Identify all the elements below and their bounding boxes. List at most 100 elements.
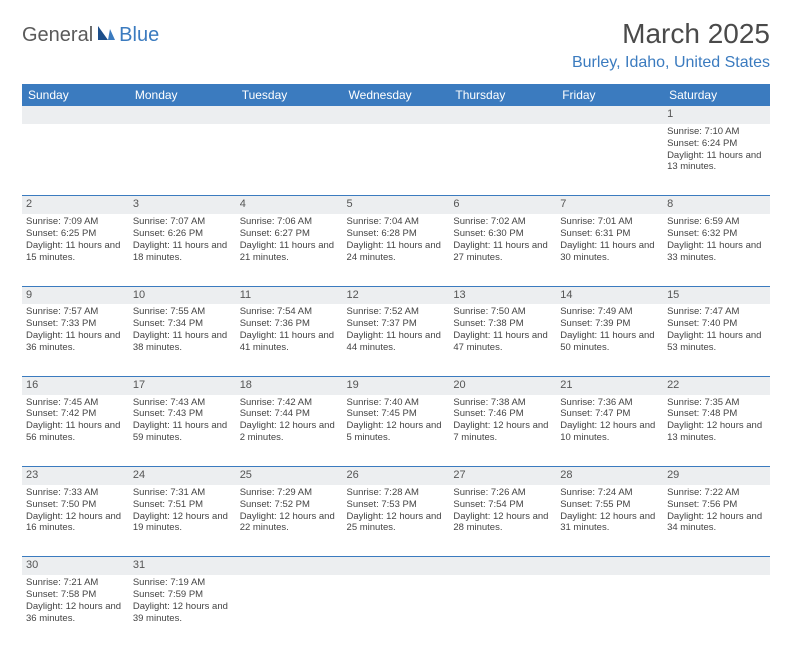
- day-number-cell: 25: [236, 467, 343, 485]
- day-detail-cell: Sunrise: 7:52 AMSunset: 7:37 PMDaylight:…: [343, 304, 450, 376]
- day-number-cell: 18: [236, 376, 343, 394]
- day-number-cell: 9: [22, 286, 129, 304]
- day-detail-cell: Sunrise: 7:28 AMSunset: 7:53 PMDaylight:…: [343, 485, 450, 557]
- logo-text-general: General: [22, 24, 93, 47]
- day-number-cell: [556, 557, 663, 575]
- logo: General Blue: [22, 24, 159, 47]
- day-number-cell: 23: [22, 467, 129, 485]
- day-number-cell: 4: [236, 196, 343, 214]
- day-detail-cell: [449, 575, 556, 647]
- day-detail-cell: [236, 575, 343, 647]
- day-number-cell: 22: [663, 376, 770, 394]
- day-number-cell: 13: [449, 286, 556, 304]
- day-number-cell: 27: [449, 467, 556, 485]
- day-detail-cell: Sunrise: 7:04 AMSunset: 6:28 PMDaylight:…: [343, 214, 450, 286]
- day-number-cell: 31: [129, 557, 236, 575]
- weekday-header: Tuesday: [236, 84, 343, 106]
- weekday-header-row: SundayMondayTuesdayWednesdayThursdayFrid…: [22, 84, 770, 106]
- day-detail-cell: Sunrise: 7:40 AMSunset: 7:45 PMDaylight:…: [343, 395, 450, 467]
- day-detail-cell: Sunrise: 7:09 AMSunset: 6:25 PMDaylight:…: [22, 214, 129, 286]
- day-detail-cell: Sunrise: 7:24 AMSunset: 7:55 PMDaylight:…: [556, 485, 663, 557]
- day-detail-row: Sunrise: 7:10 AMSunset: 6:24 PMDaylight:…: [22, 124, 770, 196]
- header: General Blue March 2025 Burley, Idaho, U…: [22, 18, 770, 72]
- day-number-row: 1: [22, 106, 770, 124]
- day-detail-cell: Sunrise: 7:50 AMSunset: 7:38 PMDaylight:…: [449, 304, 556, 376]
- day-number-cell: 7: [556, 196, 663, 214]
- day-detail-cell: Sunrise: 7:45 AMSunset: 7:42 PMDaylight:…: [22, 395, 129, 467]
- month-title: March 2025: [572, 18, 770, 50]
- day-number-cell: [236, 557, 343, 575]
- day-number-cell: 3: [129, 196, 236, 214]
- location: Burley, Idaho, United States: [572, 54, 770, 72]
- day-detail-cell: Sunrise: 7:22 AMSunset: 7:56 PMDaylight:…: [663, 485, 770, 557]
- day-number-row: 2345678: [22, 196, 770, 214]
- calendar-body: 1 Sunrise: 7:10 AMSunset: 6:24 PMDayligh…: [22, 106, 770, 647]
- day-number-cell: [236, 106, 343, 124]
- calendar-table: SundayMondayTuesdayWednesdayThursdayFrid…: [22, 84, 770, 647]
- day-detail-cell: [663, 575, 770, 647]
- day-detail-row: Sunrise: 7:57 AMSunset: 7:33 PMDaylight:…: [22, 304, 770, 376]
- day-detail-cell: [129, 124, 236, 196]
- day-detail-cell: Sunrise: 7:49 AMSunset: 7:39 PMDaylight:…: [556, 304, 663, 376]
- day-number-row: 23242526272829: [22, 467, 770, 485]
- day-number-cell: [22, 106, 129, 124]
- day-number-cell: 16: [22, 376, 129, 394]
- day-number-cell: 10: [129, 286, 236, 304]
- day-detail-cell: Sunrise: 7:19 AMSunset: 7:59 PMDaylight:…: [129, 575, 236, 647]
- day-number-cell: [343, 106, 450, 124]
- day-detail-cell: Sunrise: 7:07 AMSunset: 6:26 PMDaylight:…: [129, 214, 236, 286]
- day-detail-cell: Sunrise: 7:47 AMSunset: 7:40 PMDaylight:…: [663, 304, 770, 376]
- day-number-cell: 19: [343, 376, 450, 394]
- day-number-row: 3031: [22, 557, 770, 575]
- title-block: March 2025 Burley, Idaho, United States: [572, 18, 770, 72]
- day-number-cell: [556, 106, 663, 124]
- day-detail-cell: Sunrise: 7:26 AMSunset: 7:54 PMDaylight:…: [449, 485, 556, 557]
- weekday-header: Saturday: [663, 84, 770, 106]
- sail-icon: [96, 24, 116, 47]
- weekday-header: Sunday: [22, 84, 129, 106]
- day-detail-cell: [22, 124, 129, 196]
- day-number-cell: 1: [663, 106, 770, 124]
- day-detail-cell: [556, 124, 663, 196]
- day-number-cell: 8: [663, 196, 770, 214]
- day-detail-cell: Sunrise: 7:38 AMSunset: 7:46 PMDaylight:…: [449, 395, 556, 467]
- logo-text-blue: Blue: [119, 24, 159, 47]
- day-detail-cell: Sunrise: 7:36 AMSunset: 7:47 PMDaylight:…: [556, 395, 663, 467]
- day-detail-cell: Sunrise: 7:55 AMSunset: 7:34 PMDaylight:…: [129, 304, 236, 376]
- day-detail-cell: Sunrise: 7:06 AMSunset: 6:27 PMDaylight:…: [236, 214, 343, 286]
- day-detail-cell: Sunrise: 7:02 AMSunset: 6:30 PMDaylight:…: [449, 214, 556, 286]
- day-number-row: 16171819202122: [22, 376, 770, 394]
- day-detail-cell: [236, 124, 343, 196]
- day-detail-cell: [449, 124, 556, 196]
- day-detail-cell: [343, 575, 450, 647]
- weekday-header: Monday: [129, 84, 236, 106]
- day-number-cell: 20: [449, 376, 556, 394]
- day-detail-cell: Sunrise: 6:59 AMSunset: 6:32 PMDaylight:…: [663, 214, 770, 286]
- weekday-header: Friday: [556, 84, 663, 106]
- weekday-header: Thursday: [449, 84, 556, 106]
- day-number-cell: 29: [663, 467, 770, 485]
- day-number-cell: 6: [449, 196, 556, 214]
- day-detail-cell: Sunrise: 7:29 AMSunset: 7:52 PMDaylight:…: [236, 485, 343, 557]
- day-number-cell: 11: [236, 286, 343, 304]
- day-detail-cell: Sunrise: 7:57 AMSunset: 7:33 PMDaylight:…: [22, 304, 129, 376]
- day-detail-cell: Sunrise: 7:43 AMSunset: 7:43 PMDaylight:…: [129, 395, 236, 467]
- day-number-cell: [663, 557, 770, 575]
- day-detail-cell: Sunrise: 7:31 AMSunset: 7:51 PMDaylight:…: [129, 485, 236, 557]
- day-detail-cell: [343, 124, 450, 196]
- day-number-row: 9101112131415: [22, 286, 770, 304]
- day-detail-row: Sunrise: 7:21 AMSunset: 7:58 PMDaylight:…: [22, 575, 770, 647]
- day-detail-cell: [556, 575, 663, 647]
- day-number-cell: 28: [556, 467, 663, 485]
- day-number-cell: 14: [556, 286, 663, 304]
- day-number-cell: [343, 557, 450, 575]
- day-number-cell: [449, 106, 556, 124]
- day-detail-row: Sunrise: 7:33 AMSunset: 7:50 PMDaylight:…: [22, 485, 770, 557]
- day-detail-cell: Sunrise: 7:35 AMSunset: 7:48 PMDaylight:…: [663, 395, 770, 467]
- day-detail-row: Sunrise: 7:45 AMSunset: 7:42 PMDaylight:…: [22, 395, 770, 467]
- day-detail-cell: Sunrise: 7:33 AMSunset: 7:50 PMDaylight:…: [22, 485, 129, 557]
- day-number-cell: 5: [343, 196, 450, 214]
- day-detail-cell: Sunrise: 7:01 AMSunset: 6:31 PMDaylight:…: [556, 214, 663, 286]
- day-detail-row: Sunrise: 7:09 AMSunset: 6:25 PMDaylight:…: [22, 214, 770, 286]
- day-detail-cell: Sunrise: 7:10 AMSunset: 6:24 PMDaylight:…: [663, 124, 770, 196]
